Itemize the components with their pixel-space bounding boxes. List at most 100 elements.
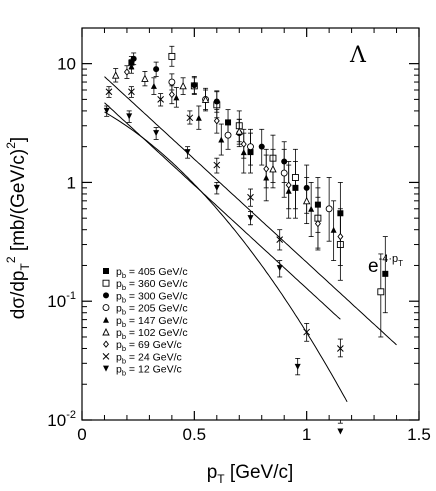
marker-circle-filled xyxy=(213,98,220,105)
legend-item: pb = 405 GeV/c xyxy=(103,266,188,280)
marker-circle-filled xyxy=(153,66,160,73)
y-tick-label: 10 xyxy=(57,55,76,74)
fit-annotation: e-4·pT xyxy=(368,253,403,277)
legend: pb = 405 GeV/cpb = 360 GeV/cpb = 300 GeV… xyxy=(102,266,188,378)
marker-triangle-up-open xyxy=(302,196,311,205)
marker-triangle-down-filled xyxy=(337,428,344,435)
marker-triangle-up-filled xyxy=(103,316,109,323)
marker-circle-open xyxy=(224,131,232,139)
legend-item: pb = 69 GeV/c xyxy=(103,339,182,353)
x-tick-label: 1 xyxy=(302,425,311,444)
series-points xyxy=(111,68,311,225)
marker-square-open xyxy=(102,279,110,287)
marker-triangle-up-filled xyxy=(195,114,202,121)
marker-triangle-up-open xyxy=(179,81,187,90)
marker-triangle-down-filled xyxy=(103,107,110,114)
marker-cross-stroke xyxy=(128,88,135,96)
marker-diamond-open xyxy=(314,219,321,228)
marker-circle-open xyxy=(280,169,288,177)
marker-diamond-open xyxy=(240,140,247,148)
fit-curve xyxy=(104,76,397,346)
marker-triangle-up-open xyxy=(235,127,243,135)
legend-item: pb = 300 GeV/c xyxy=(103,290,188,304)
series-points xyxy=(128,59,337,261)
marker-cross-stroke xyxy=(186,114,194,122)
legend-item: pb = 24 GeV/c xyxy=(102,351,182,365)
marker-square-filled xyxy=(103,268,109,274)
legend-item: pb = 147 GeV/c xyxy=(103,315,188,329)
marker-triangle-up-open xyxy=(111,71,120,79)
marker-cross-stroke xyxy=(337,345,344,352)
marker-circle-open xyxy=(247,143,254,151)
y-axis-label: dσ/dpT2 [mb/(GeV/c)2] xyxy=(4,137,32,319)
legend-label: pb = 300 GeV/c xyxy=(116,290,188,304)
marker-cross xyxy=(303,328,311,336)
marker-triangle-down-filled xyxy=(213,184,220,191)
marker-cross-stroke xyxy=(247,193,254,201)
marker-cross-stroke xyxy=(213,161,221,169)
marker-square-open xyxy=(168,52,176,60)
marker-diamond-open xyxy=(103,340,109,348)
marker-triangle-down-filled xyxy=(247,215,254,222)
marker-cross xyxy=(337,345,344,352)
marker-cross-stroke xyxy=(157,96,164,103)
marker-circle-open xyxy=(168,78,176,86)
marker-triangle-down-filled xyxy=(126,113,133,120)
marker-cross-stroke xyxy=(102,353,110,360)
marker-square-open xyxy=(291,174,299,181)
plot-frame xyxy=(81,27,420,421)
legend-label: pb = 405 GeV/c xyxy=(116,266,188,280)
marker-diamond-open xyxy=(168,90,175,99)
y-tick-label: 10-2 xyxy=(47,409,76,430)
marker-cross-stroke xyxy=(276,236,284,243)
marker-diamond-open xyxy=(213,117,220,125)
marker-cross xyxy=(105,88,113,96)
axis-ticks: 0 0.5 1 1.5 10-2 10-1 1 10 xyxy=(47,28,431,444)
series-points xyxy=(123,65,344,266)
marker-triangle-up-open xyxy=(269,164,277,173)
particle-label: Λ xyxy=(349,43,367,68)
marker-triangle-up-filled xyxy=(308,205,315,212)
marker-triangle-up-filled xyxy=(330,226,337,233)
legend-item: pb = 205 GeV/c xyxy=(102,303,188,317)
marker-circle-open xyxy=(102,304,110,312)
marker-square-filled xyxy=(382,270,389,277)
marker-triangle-up-open xyxy=(102,327,110,336)
marker-circle-filled xyxy=(130,55,137,62)
marker-circle-filled xyxy=(103,292,109,299)
marker-cross xyxy=(213,161,221,169)
marker-cross xyxy=(186,114,194,122)
y-tick-label: 1 xyxy=(67,173,76,192)
marker-diamond-open xyxy=(123,68,130,76)
legend-label: pb = 102 GeV/c xyxy=(116,327,188,341)
marker-diamond-open xyxy=(285,181,292,189)
x-tick-label: 1.5 xyxy=(407,425,431,444)
x-axis-label: pT [GeV/c] xyxy=(207,462,294,486)
x-tick-label: 0.5 xyxy=(183,425,207,444)
marker-diamond-open xyxy=(263,165,270,173)
marker-circle-filled xyxy=(258,143,265,150)
marker-cross xyxy=(247,193,254,201)
series-points xyxy=(105,86,344,358)
legend-item: pb = 360 GeV/c xyxy=(102,278,188,292)
data-points xyxy=(103,45,389,435)
legend-label: pb = 12 GeV/c xyxy=(116,364,182,378)
series-points xyxy=(103,105,344,435)
legend-label: pb = 360 GeV/c xyxy=(116,278,188,292)
legend-item: pb = 102 GeV/c xyxy=(102,327,188,341)
legend-item: pb = 12 GeV/c xyxy=(103,364,182,378)
marker-triangle-up-filled xyxy=(173,94,180,101)
marker-cross-stroke xyxy=(105,88,113,96)
legend-label: pb = 205 GeV/c xyxy=(116,303,188,317)
marker-triangle-down-filled xyxy=(153,130,160,137)
marker-cross xyxy=(102,353,110,360)
marker-triangle-down-filled xyxy=(276,265,283,272)
legend-label: pb = 24 GeV/c xyxy=(116,351,182,365)
y-tick-label: 10-1 xyxy=(47,290,76,311)
marker-cross-stroke xyxy=(303,328,311,336)
marker-triangle-up-filled xyxy=(218,136,225,143)
marker-circle-open xyxy=(325,205,333,213)
marker-triangle-down-filled xyxy=(103,365,109,372)
marker-triangle-up-filled xyxy=(150,82,157,89)
